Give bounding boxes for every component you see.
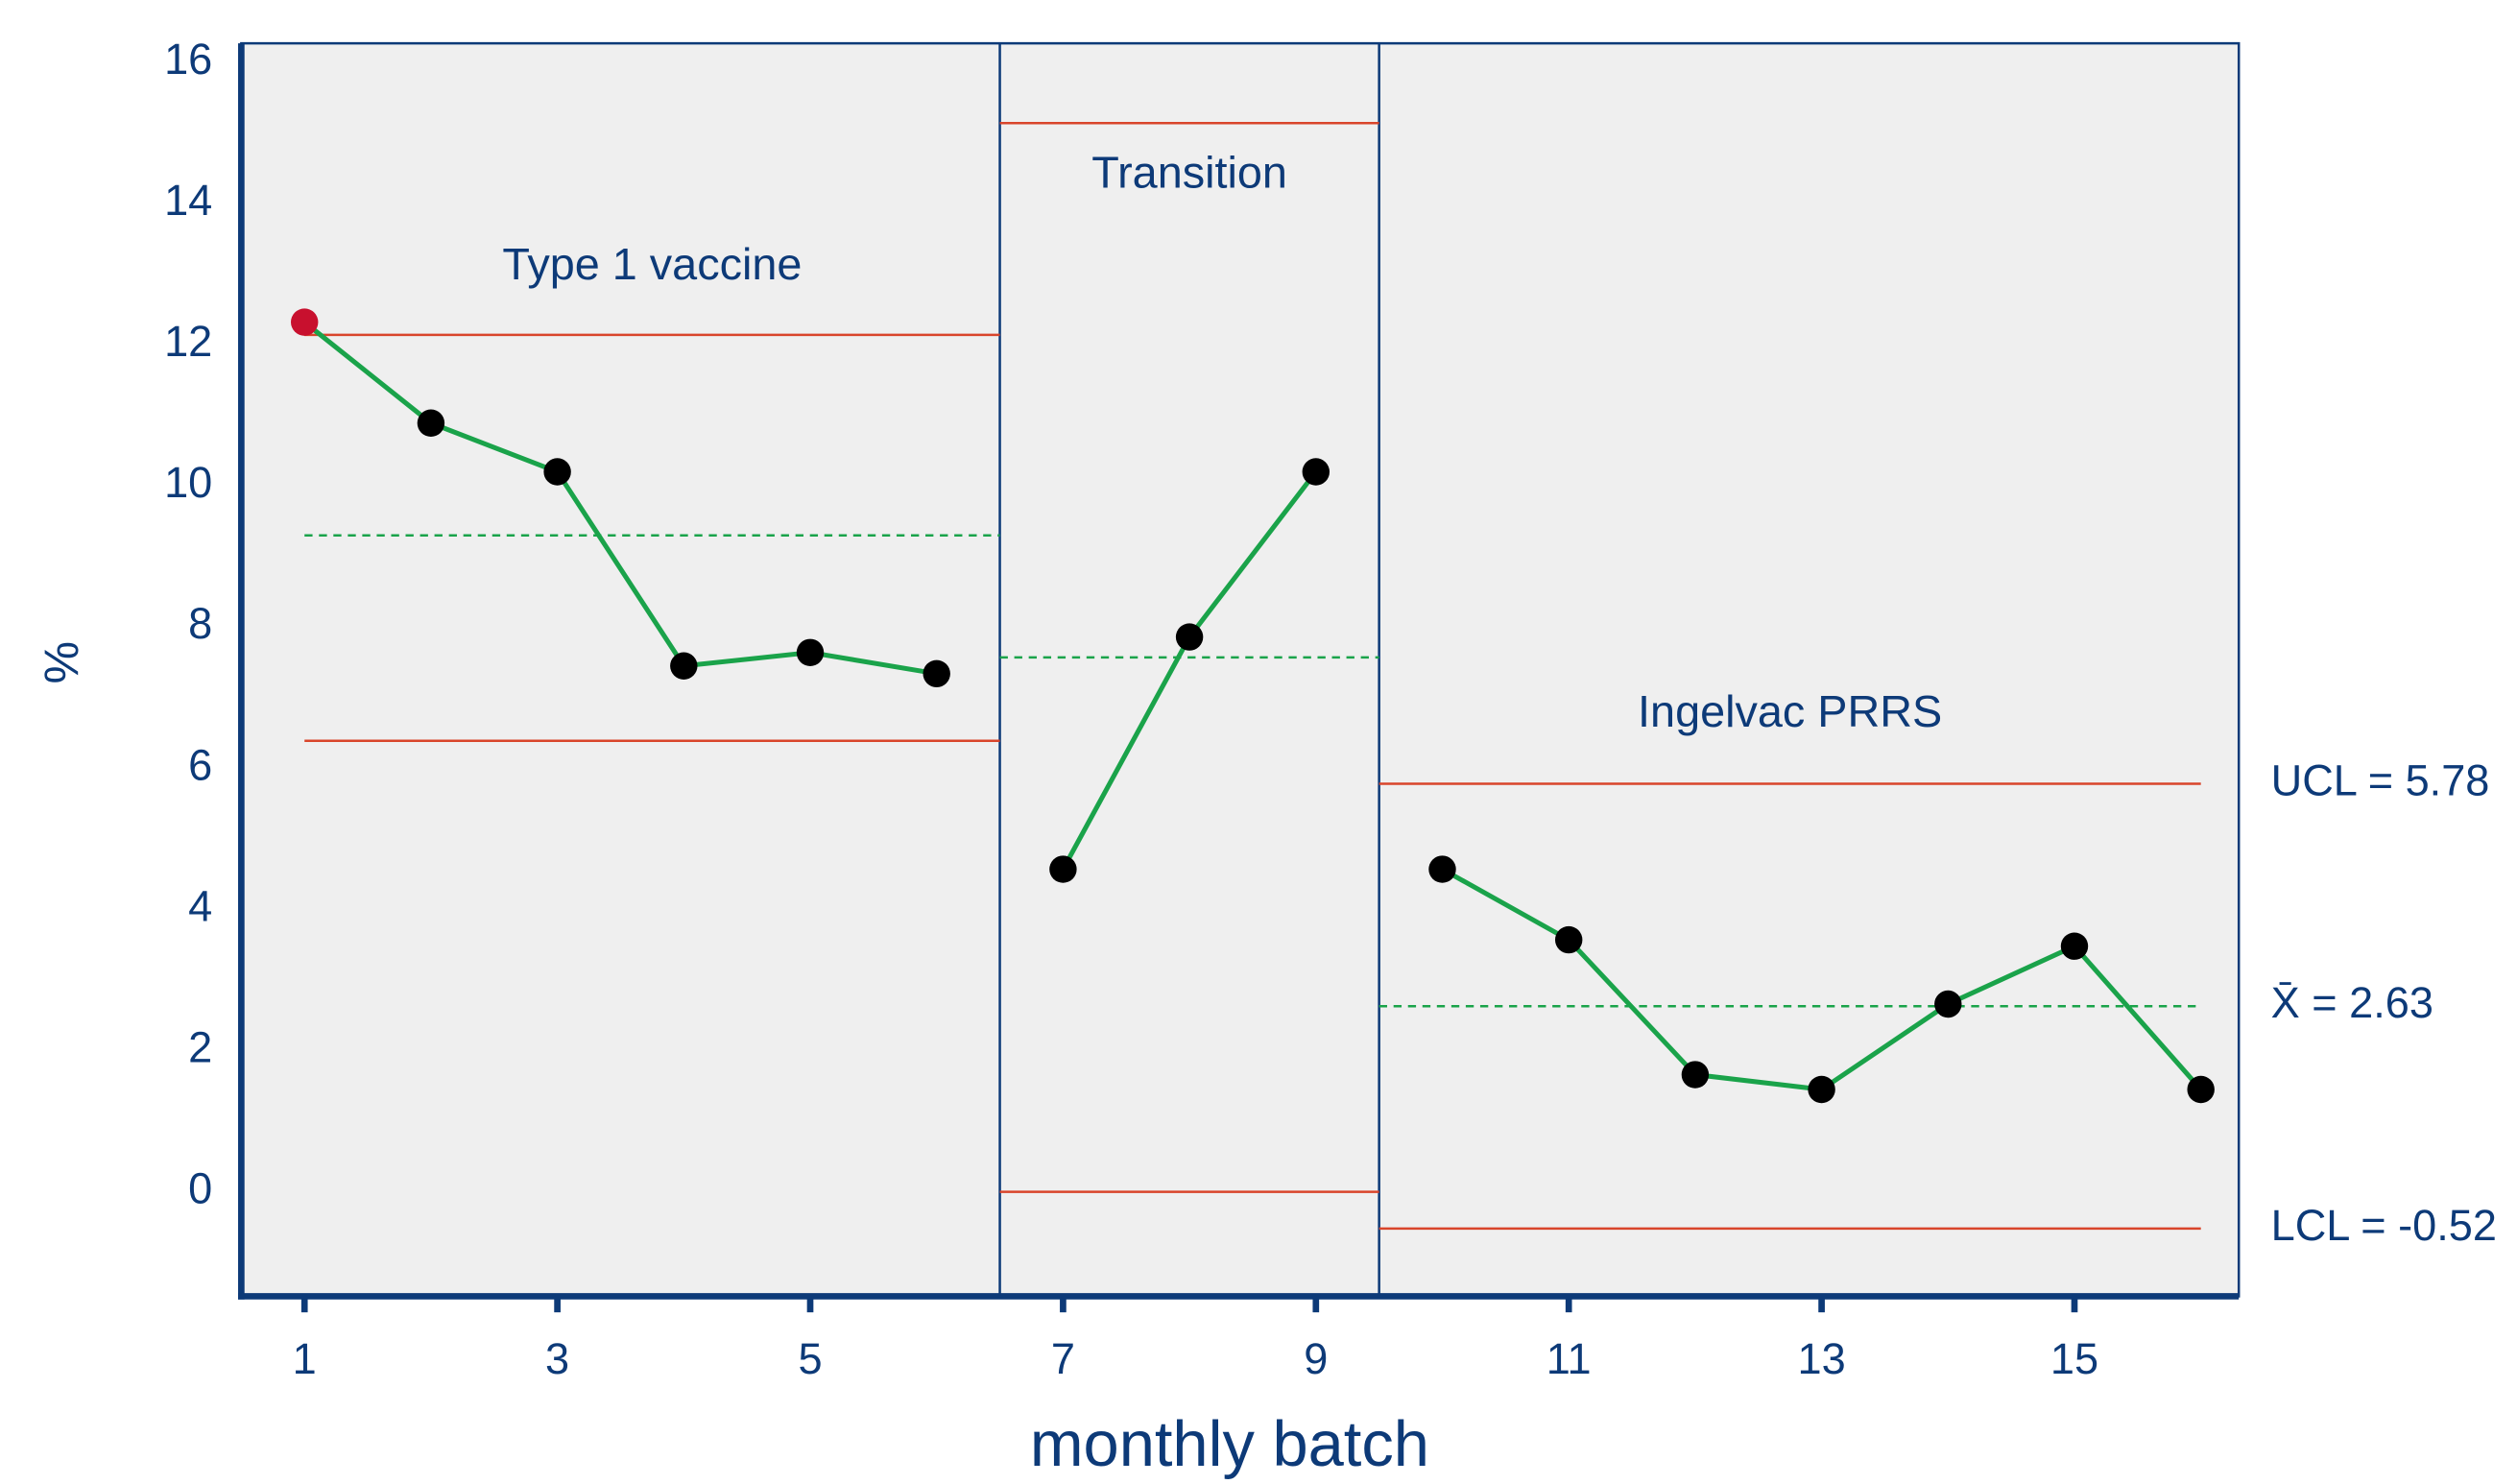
y-axis-label: % xyxy=(35,641,88,684)
data-point xyxy=(417,409,445,437)
plot-area xyxy=(240,41,2241,1298)
x-tick-label: 15 xyxy=(2050,1334,2098,1383)
x-tick-label: 9 xyxy=(1304,1334,1328,1383)
phase-label: Type 1 vaccine xyxy=(502,239,802,289)
data-point xyxy=(1428,855,1456,883)
y-tick-label: 2 xyxy=(188,1022,212,1071)
x-tick-label: 11 xyxy=(1546,1334,1592,1383)
y-tick-label: 0 xyxy=(188,1164,212,1213)
data-point xyxy=(923,659,950,688)
y-tick-label: 14 xyxy=(164,176,212,225)
data-point xyxy=(796,638,825,666)
data-point xyxy=(1808,1075,1835,1104)
y-tick-label: 8 xyxy=(188,599,212,648)
x-tick-label: 5 xyxy=(798,1334,822,1383)
mean-label: X̄ = 2.63 xyxy=(2271,978,2433,1027)
y-tick-label: 6 xyxy=(188,740,212,789)
y-tick-label: 10 xyxy=(164,458,212,507)
phase-label: Transition xyxy=(1091,148,1287,198)
data-point xyxy=(2187,1075,2215,1104)
lcl-label: LCL = -0.52 xyxy=(2271,1201,2497,1250)
data-point xyxy=(543,458,571,486)
ucl-label: UCL = 5.78 xyxy=(2271,755,2490,804)
data-point xyxy=(2060,932,2089,960)
x-tick-label: 13 xyxy=(1797,1334,1845,1383)
data-point xyxy=(291,308,319,336)
data-point xyxy=(670,652,698,680)
x-tick-label: 3 xyxy=(545,1334,569,1383)
y-tick-label: 4 xyxy=(188,881,212,930)
data-point xyxy=(1175,623,1204,651)
data-point xyxy=(1302,458,1330,486)
x-tick-label: 1 xyxy=(293,1334,317,1383)
data-point xyxy=(1934,990,1962,1018)
data-point xyxy=(1554,925,1583,954)
y-tick-label: 12 xyxy=(164,317,212,366)
x-tick-label: 7 xyxy=(1051,1334,1075,1383)
data-point xyxy=(1681,1061,1710,1089)
phase-label: Ingelvac PRRS xyxy=(1638,686,1942,736)
data-line xyxy=(302,320,938,677)
x-axis-label: monthly batch xyxy=(1030,1408,1429,1480)
y-tick-label: 16 xyxy=(164,35,212,84)
data-point xyxy=(1049,855,1077,883)
